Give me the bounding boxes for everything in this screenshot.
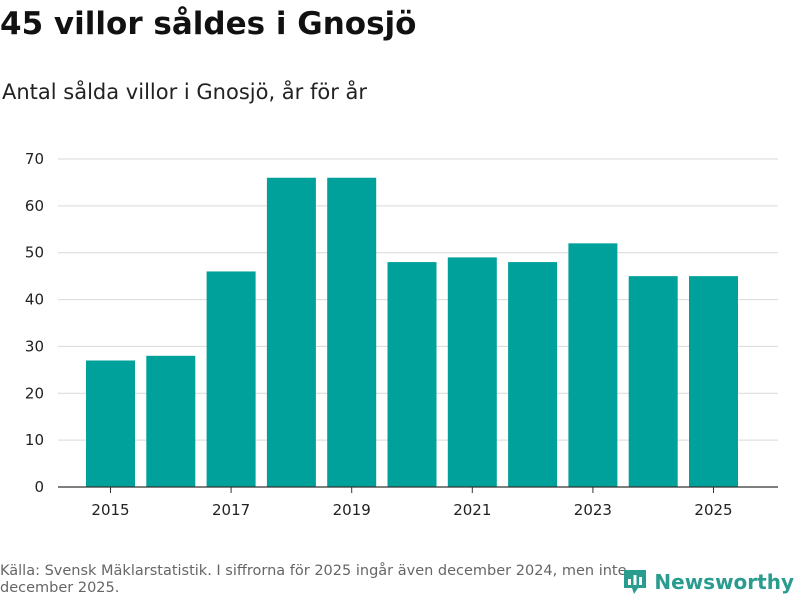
chart-subtitle: Antal sålda villor i Gnosjö, år för år [2, 80, 368, 104]
bar-chart: 0 10 20 30 40 50 60 70 2015 2017 2019 2021 2023 2025 [25, 150, 778, 519]
x-tick-label: 2015 [91, 501, 129, 519]
bar-2022 [508, 262, 558, 487]
brand-name: Newsworthy [654, 570, 794, 594]
y-tick-label: 50 [25, 244, 44, 262]
bar-2020 [387, 262, 437, 487]
x-tick-label: 2019 [333, 501, 371, 519]
brand-logo: Newsworthy [622, 568, 794, 596]
y-tick-label: 0 [34, 478, 44, 496]
bar-2024 [628, 276, 678, 487]
bars [86, 177, 738, 487]
bar-2023 [568, 243, 618, 487]
x-tick-label: 2021 [453, 501, 491, 519]
source-note: Källa: Svensk Mäklarstatistik. I siffror… [0, 563, 627, 596]
x-tick-label: 2025 [694, 501, 732, 519]
y-axis-ticks: 0 10 20 30 40 50 60 70 [25, 150, 44, 496]
y-tick-label: 60 [25, 197, 44, 215]
bar-2025 [689, 276, 738, 487]
x-axis-ticks: 2015 2017 2019 2021 2023 2025 [91, 487, 733, 519]
y-tick-label: 30 [25, 337, 44, 355]
bar-2016 [146, 355, 196, 487]
bar-2015 [86, 360, 135, 487]
newsworthy-logo-icon [624, 570, 647, 594]
y-tick-label: 10 [25, 431, 44, 449]
y-tick-label: 40 [25, 291, 44, 309]
chart-title: 45 villor såldes i Gnosjö [0, 6, 417, 42]
y-tick-label: 70 [25, 150, 44, 168]
bar-2019 [327, 177, 377, 487]
x-tick-label: 2023 [574, 501, 612, 519]
bar-2018 [266, 177, 316, 487]
bar-2021 [447, 257, 497, 487]
y-tick-label: 20 [25, 384, 44, 402]
x-tick-label: 2017 [212, 501, 250, 519]
bar-2017 [206, 271, 256, 487]
